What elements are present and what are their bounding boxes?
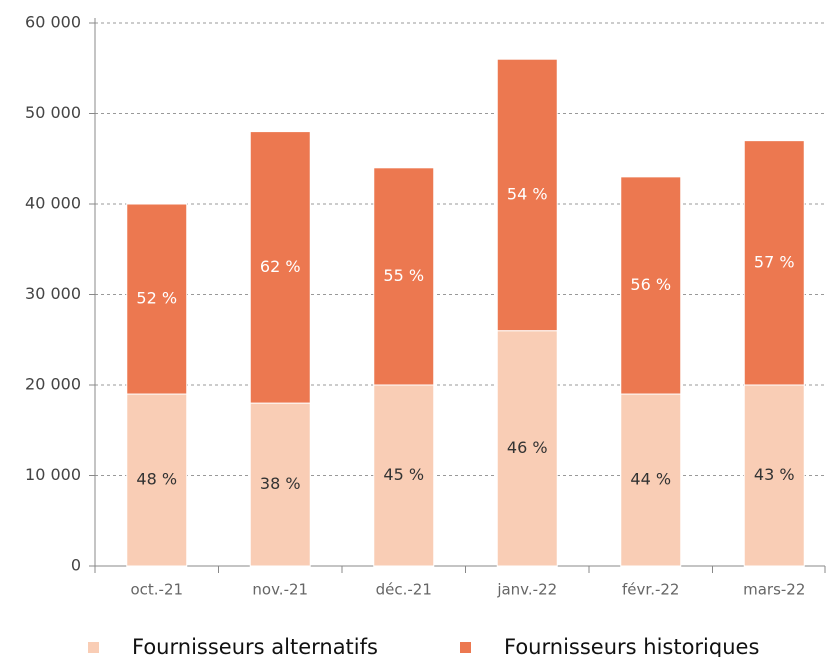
bar-segment — [126, 393, 188, 567]
x-tick-label: janv.-22 — [496, 581, 557, 599]
share-label: 45 % — [383, 465, 424, 484]
bar-segment — [496, 58, 558, 332]
bar-segment — [373, 384, 435, 567]
y-tick-label: 40 000 — [25, 194, 81, 213]
share-label: 62 % — [260, 257, 301, 276]
x-tick-label: mars-22 — [743, 581, 805, 599]
y-tick-label: 20 000 — [25, 375, 81, 394]
y-tick-label: 0 — [71, 556, 81, 575]
bar-segment — [249, 131, 311, 404]
bar-segment — [496, 330, 558, 567]
share-label: 48 % — [136, 470, 177, 489]
y-tick-label: 60 000 — [25, 13, 81, 32]
bar-segment — [249, 402, 311, 567]
x-tick-label: oct.-21 — [130, 581, 183, 599]
share-label: 46 % — [507, 438, 548, 457]
x-tick-label: déc.-21 — [376, 581, 432, 599]
share-label: 55 % — [383, 266, 424, 285]
y-tick-label: 30 000 — [25, 284, 81, 303]
y-tick-label: 10 000 — [25, 465, 81, 484]
share-label: 52 % — [136, 289, 177, 308]
bar-segment — [743, 384, 805, 567]
bar-segment — [126, 203, 188, 395]
x-tick-label: nov.-21 — [252, 581, 308, 599]
share-label: 56 % — [630, 275, 671, 294]
share-label: 57 % — [754, 252, 795, 271]
share-label: 44 % — [630, 470, 671, 489]
share-label: 54 % — [507, 184, 548, 203]
x-tick-label: févr.-22 — [622, 581, 679, 599]
legend-label: Fournisseurs alternatifs — [132, 635, 378, 657]
legend-swatch — [88, 642, 99, 653]
legend-label: Fournisseurs historiques — [504, 635, 759, 657]
bar-segment — [620, 176, 682, 395]
legend-swatch — [460, 642, 471, 653]
bar-segment — [373, 167, 435, 386]
share-label: 38 % — [260, 474, 301, 493]
bar-segment — [743, 140, 805, 386]
share-label: 43 % — [754, 465, 795, 484]
y-tick-label: 50 000 — [25, 103, 81, 122]
bar-segment — [620, 393, 682, 567]
